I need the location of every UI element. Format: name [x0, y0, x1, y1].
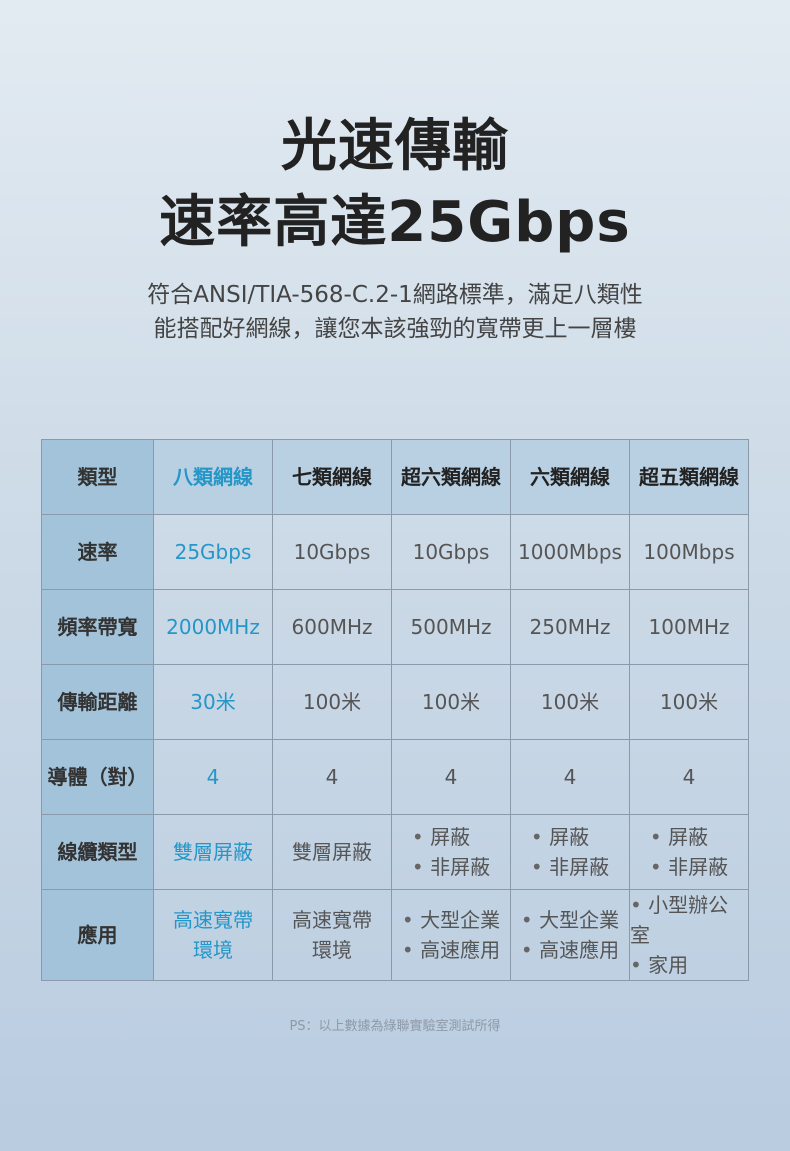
- table-cell: 屏蔽非屏蔽: [629, 814, 749, 890]
- table-row: 線纜類型雙層屏蔽雙層屏蔽屏蔽非屏蔽屏蔽非屏蔽屏蔽非屏蔽: [41, 814, 749, 890]
- table-cell: 4: [510, 739, 630, 815]
- table-row: 應用高速寬帶環境高速寬帶環境大型企業高速應用大型企業高速應用小型辦公室家用: [41, 889, 749, 981]
- table-cell: 30米: [153, 664, 273, 740]
- table-row: 導體（對） 4 4 4 4 4: [41, 739, 749, 815]
- table-row: 頻率帶寬 2000MHz 600MHz 500MHz 250MHz 100MHz: [41, 589, 749, 665]
- table-cell: 100米: [629, 664, 749, 740]
- cell-line: 環境: [312, 938, 352, 962]
- column-header: 類型: [41, 439, 154, 515]
- footnote: PS：以上數據為綠聯實驗室測試所得: [289, 1019, 501, 1034]
- table-cell: 大型企業高速應用: [391, 889, 511, 981]
- table-cell: 100米: [272, 664, 392, 740]
- cell-line: 高速寬帶: [292, 908, 372, 932]
- column-header: 超六類網線: [391, 439, 511, 515]
- column-header: 八類網線: [153, 439, 273, 515]
- table-cell: 100米: [391, 664, 511, 740]
- row-label: 頻率帶寬: [41, 589, 154, 665]
- table-cell: 10Gbps: [272, 514, 392, 590]
- headline-line2: 速率高達25Gbps: [159, 190, 631, 255]
- table-cell: 4: [272, 739, 392, 815]
- column-header: 六類網線: [510, 439, 630, 515]
- table-cell: 100米: [510, 664, 630, 740]
- row-label: 導體（對）: [41, 739, 154, 815]
- table-row: 速率 25Gbps 10Gbps 10Gbps 1000Mbps 100Mbps: [41, 514, 749, 590]
- table-cell: 10Gbps: [391, 514, 511, 590]
- cell-line: 大型企業: [402, 905, 500, 935]
- row-label: 速率: [41, 514, 154, 590]
- table-cell: 高速寬帶 環境: [153, 889, 273, 981]
- cell-line: 屏蔽: [531, 822, 609, 852]
- table-cell: 大型企業高速應用: [510, 889, 630, 981]
- table-cell: 小型辦公室家用: [629, 889, 749, 981]
- cell-line: 高速應用: [402, 935, 500, 965]
- cell-line: 小型辦公室: [630, 890, 748, 950]
- headline-line1: 光速傳輸: [281, 114, 509, 179]
- table-header-row: 類型 八類網線 七類網線 超六類網線 六類網線 超五類網線: [41, 439, 749, 515]
- cell-line: 高速應用: [521, 935, 619, 965]
- table-cell: 1000Mbps: [510, 514, 630, 590]
- table-cell: 4: [391, 739, 511, 815]
- subtitle-line2: 能搭配好網線，讓您本該強勁的寬帶更上一層樓: [153, 316, 637, 342]
- cell-line: 家用: [630, 950, 748, 980]
- table-cell: 屏蔽非屏蔽: [510, 814, 630, 890]
- cell-line: 環境: [193, 938, 233, 962]
- subtitle-line1: 符合ANSI/TIA-568-C.2-1網路標準，滿足八類性: [147, 282, 643, 308]
- table-row: 傳輸距離 30米 100米 100米 100米 100米: [41, 664, 749, 740]
- table-cell: 100MHz: [629, 589, 749, 665]
- row-label: 線纜類型: [41, 814, 154, 890]
- table-cell: 4: [629, 739, 749, 815]
- column-header: 超五類網線: [629, 439, 749, 515]
- cell-line: 非屏蔽: [531, 852, 609, 882]
- comparison-table: 類型 八類網線 七類網線 超六類網線 六類網線 超五類網線 速率 25Gbps 10Gbps 10…: [41, 439, 749, 981]
- table-cell: 25Gbps: [153, 514, 273, 590]
- cell-line: 高速寬帶: [173, 908, 253, 932]
- table-cell: 500MHz: [391, 589, 511, 665]
- table-cell: 2000MHz: [153, 589, 273, 665]
- cell-line: 非屏蔽: [412, 852, 490, 882]
- row-label: 應用: [41, 889, 154, 981]
- cell-line: 大型企業: [521, 905, 619, 935]
- cell-line: 非屏蔽: [650, 852, 728, 882]
- column-header: 七類網線: [272, 439, 392, 515]
- table-cell: 雙層屏蔽: [153, 814, 273, 890]
- table-cell: 100Mbps: [629, 514, 749, 590]
- table-cell: 250MHz: [510, 589, 630, 665]
- table-cell: 雙層屏蔽: [272, 814, 392, 890]
- table-cell: 600MHz: [272, 589, 392, 665]
- table-cell: 4: [153, 739, 273, 815]
- table-cell: 高速寬帶 環境: [272, 889, 392, 981]
- cell-line: 屏蔽: [412, 822, 490, 852]
- cell-line: 屏蔽: [650, 822, 728, 852]
- table-cell: 屏蔽非屏蔽: [391, 814, 511, 890]
- row-label: 傳輸距離: [41, 664, 154, 740]
